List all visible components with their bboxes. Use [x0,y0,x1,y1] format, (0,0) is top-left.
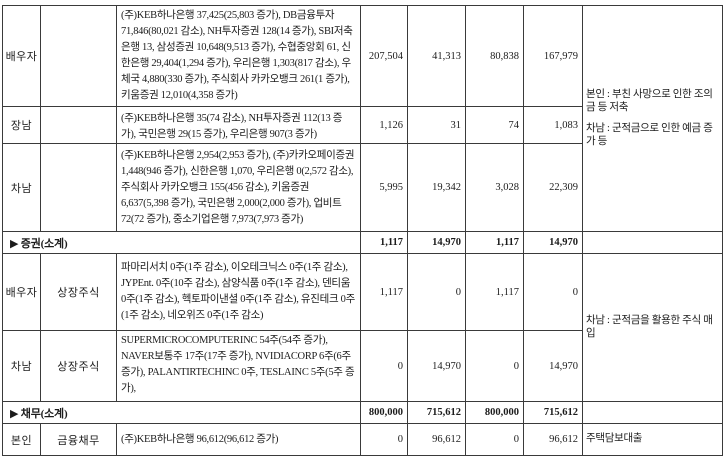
description-cell: (주)KEB하나은행 96,612(96,612 증가) [116,423,361,456]
subtotal-label: ▶ 증권(소계) [2,231,361,254]
amount-col1-cell: 207,504 [360,5,408,107]
amount-col1-cell: 0 [360,423,408,456]
amount-col4-cell: 96,612 [523,423,583,456]
relation-cell: 차남 [2,143,41,232]
description-text: (주)KEB하나은행 37,425(25,803 증가), DB금융투자 71,… [121,10,353,101]
remark-second-son-deposit: 차남 : 군적금으로 인한 예금 증가 등 [586,123,713,147]
remarks-cell-deposits: 본인 : 부친 사망으로 인한 조의금 등 저축 차남 : 군적금으로 인한 예… [582,5,723,232]
amount-col1-cell: 1,117 [360,231,408,254]
amount-col3-cell: 1,117 [465,231,524,254]
amount-col3-cell: 74 [465,106,524,144]
remarks-cell-mortgage: 주택담보대출 [582,423,723,456]
row-securities-subtotal: ▶ 증권(소계) 1,117 14,970 1,117 14,970 [2,231,723,254]
relation-cell: 배우자 [2,5,41,107]
amount-col4-cell: 715,612 [523,401,583,424]
row-eldest-son-deposits: 장남 (주)KEB하나은행 35(74 감소), NH투자증권 112(13 증… [2,106,723,144]
amount-col3-cell: 80,838 [465,5,524,107]
amount-col1-cell: 0 [360,330,408,402]
amount-col3-cell: 0 [465,423,524,456]
description-cell: (주)KEB하나은행 2,954(2,953 증가), (주)카카오페이증권 1… [116,143,361,232]
amount-col3-cell: 800,000 [465,401,524,424]
amount-col4-cell: 22,309 [523,143,583,232]
row-second-son-deposits: 차남 (주)KEB하나은행 2,954(2,953 증가), (주)카카오페이증… [2,143,723,232]
amount-col4-cell: 0 [523,253,583,331]
category-cell [40,5,117,107]
amount-col2-cell: 31 [407,106,466,144]
relation-cell: 차남 [2,330,41,402]
amount-col1-cell: 5,995 [360,143,408,232]
description-text: (주)KEB하나은행 35(74 감소), NH투자증권 112(13 증가),… [121,113,343,139]
remarks-cell-stocks: 차남 : 군적금을 활용한 주식 매입 [582,253,723,402]
row-spouse-deposits: 배우자 (주)KEB하나은행 37,425(25,803 증가), DB금융투자… [2,5,723,232]
amount-col2-cell: 96,612 [407,423,466,456]
description-cell: SUPERMICROCOMPUTERINC 54주(54주 증가), NAVER… [116,330,361,402]
description-text: (주)KEB하나은행 2,954(2,953 증가), (주)카카오페이증권 1… [121,149,355,225]
amount-col1-cell: 1,126 [360,106,408,144]
remarks-cell-empty [582,231,723,254]
relation-cell: 장남 [2,106,41,144]
description-text: SUPERMICROCOMPUTERINC 54주(54주 증가), NAVER… [121,335,355,394]
amount-col2-cell: 14,970 [407,231,466,254]
category-cell: 상장주식 [40,253,117,331]
row-self-financial-debt: 본인 금융채무 (주)KEB하나은행 96,612(96,612 증가) 0 9… [2,423,723,456]
description-cell: (주)KEB하나은행 35(74 감소), NH투자증권 112(13 증가),… [116,106,361,144]
remarks-cell-empty [582,401,723,424]
amount-col3-cell: 0 [465,330,524,402]
amount-col3-cell: 3,028 [465,143,524,232]
asset-disclosure-table: 배우자 (주)KEB하나은행 37,425(25,803 증가), DB금융투자… [2,5,723,456]
category-cell [40,106,117,144]
relation-cell: 배우자 [2,253,41,331]
description-text: 파마리서치 0주(1주 감소), 이오테크닉스 0주(1주 감소), JYPEn… [121,262,355,321]
remark-second-son-stocks: 차남 : 군적금을 활용한 주식 매입 [586,315,713,339]
description-cell: (주)KEB하나은행 37,425(25,803 증가), DB금융투자 71,… [116,5,361,107]
description-cell: 파마리서치 0주(1주 감소), 이오테크닉스 0주(1주 감소), JYPEn… [116,253,361,331]
amount-col3-cell: 1,117 [465,253,524,331]
amount-col1-cell: 1,117 [360,253,408,331]
category-cell: 금융채무 [40,423,117,456]
subtotal-label: ▶ 채무(소계) [2,401,361,424]
description-text: (주)KEB하나은행 96,612(96,612 증가) [121,433,279,445]
amount-col2-cell: 715,612 [407,401,466,424]
category-cell [40,143,117,232]
amount-col2-cell: 19,342 [407,143,466,232]
row-second-son-listed-stocks: 차남 상장주식 SUPERMICROCOMPUTERINC 54주(54주 증가… [2,330,723,402]
row-spouse-listed-stocks: 배우자 상장주식 파마리서치 0주(1주 감소), 이오테크닉스 0주(1주 감… [2,253,723,402]
amount-col4-cell: 14,970 [523,330,583,402]
row-debt-subtotal: ▶ 채무(소계) 800,000 715,612 800,000 715,612 [2,401,723,424]
category-cell: 상장주식 [40,330,117,402]
amount-col4-cell: 1,083 [523,106,583,144]
amount-col4-cell: 14,970 [523,231,583,254]
amount-col2-cell: 0 [407,253,466,331]
amount-col4-cell: 167,979 [523,5,583,107]
amount-col1-cell: 800,000 [360,401,408,424]
remark-self-savings: 본인 : 부친 사망으로 인한 조의금 등 저축 [586,89,713,113]
amount-col2-cell: 14,970 [407,330,466,402]
amount-col2-cell: 41,313 [407,5,466,107]
relation-cell: 본인 [2,423,41,456]
